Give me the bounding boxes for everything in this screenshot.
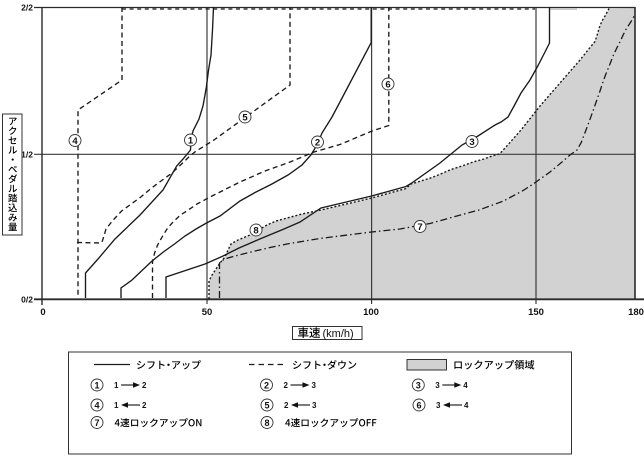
svg-text:7: 7 bbox=[417, 222, 422, 233]
svg-text:180: 180 bbox=[628, 307, 644, 318]
svg-text:2: 2 bbox=[284, 381, 289, 390]
svg-text:5: 5 bbox=[264, 400, 269, 410]
svg-text:1: 1 bbox=[94, 380, 99, 390]
svg-text:2: 2 bbox=[284, 401, 289, 410]
svg-text:4: 4 bbox=[463, 381, 468, 390]
svg-text:1: 1 bbox=[114, 401, 119, 410]
svg-text:3: 3 bbox=[312, 381, 317, 390]
svg-text:4: 4 bbox=[94, 400, 99, 410]
svg-text:3: 3 bbox=[436, 401, 441, 410]
svg-text:150: 150 bbox=[528, 307, 544, 318]
svg-text:3: 3 bbox=[416, 380, 421, 390]
svg-text:100: 100 bbox=[363, 307, 379, 318]
svg-text:6: 6 bbox=[416, 400, 421, 410]
svg-text:3: 3 bbox=[312, 401, 317, 410]
svg-text:2: 2 bbox=[142, 381, 147, 390]
svg-text:2: 2 bbox=[142, 401, 147, 410]
svg-text:3: 3 bbox=[435, 381, 440, 390]
svg-text:8: 8 bbox=[253, 225, 258, 236]
svg-text:5: 5 bbox=[242, 112, 248, 123]
svg-text:6: 6 bbox=[385, 79, 390, 90]
svg-text:0: 0 bbox=[40, 307, 45, 318]
svg-text:1: 1 bbox=[188, 135, 194, 146]
svg-text:2/2: 2/2 bbox=[21, 3, 33, 13]
svg-text:2: 2 bbox=[264, 380, 269, 390]
svg-text:4: 4 bbox=[72, 136, 78, 147]
svg-text:50: 50 bbox=[202, 307, 213, 318]
svg-text:3: 3 bbox=[469, 137, 474, 148]
svg-text:7: 7 bbox=[94, 418, 99, 428]
svg-text:1: 1 bbox=[114, 381, 119, 390]
svg-text:2: 2 bbox=[315, 137, 320, 148]
svg-text:8: 8 bbox=[264, 418, 269, 428]
svg-text:4: 4 bbox=[464, 401, 469, 410]
svg-text:0/2: 0/2 bbox=[21, 295, 33, 305]
svg-text:(km/h): (km/h) bbox=[323, 328, 354, 340]
svg-text:1/2: 1/2 bbox=[21, 150, 33, 160]
